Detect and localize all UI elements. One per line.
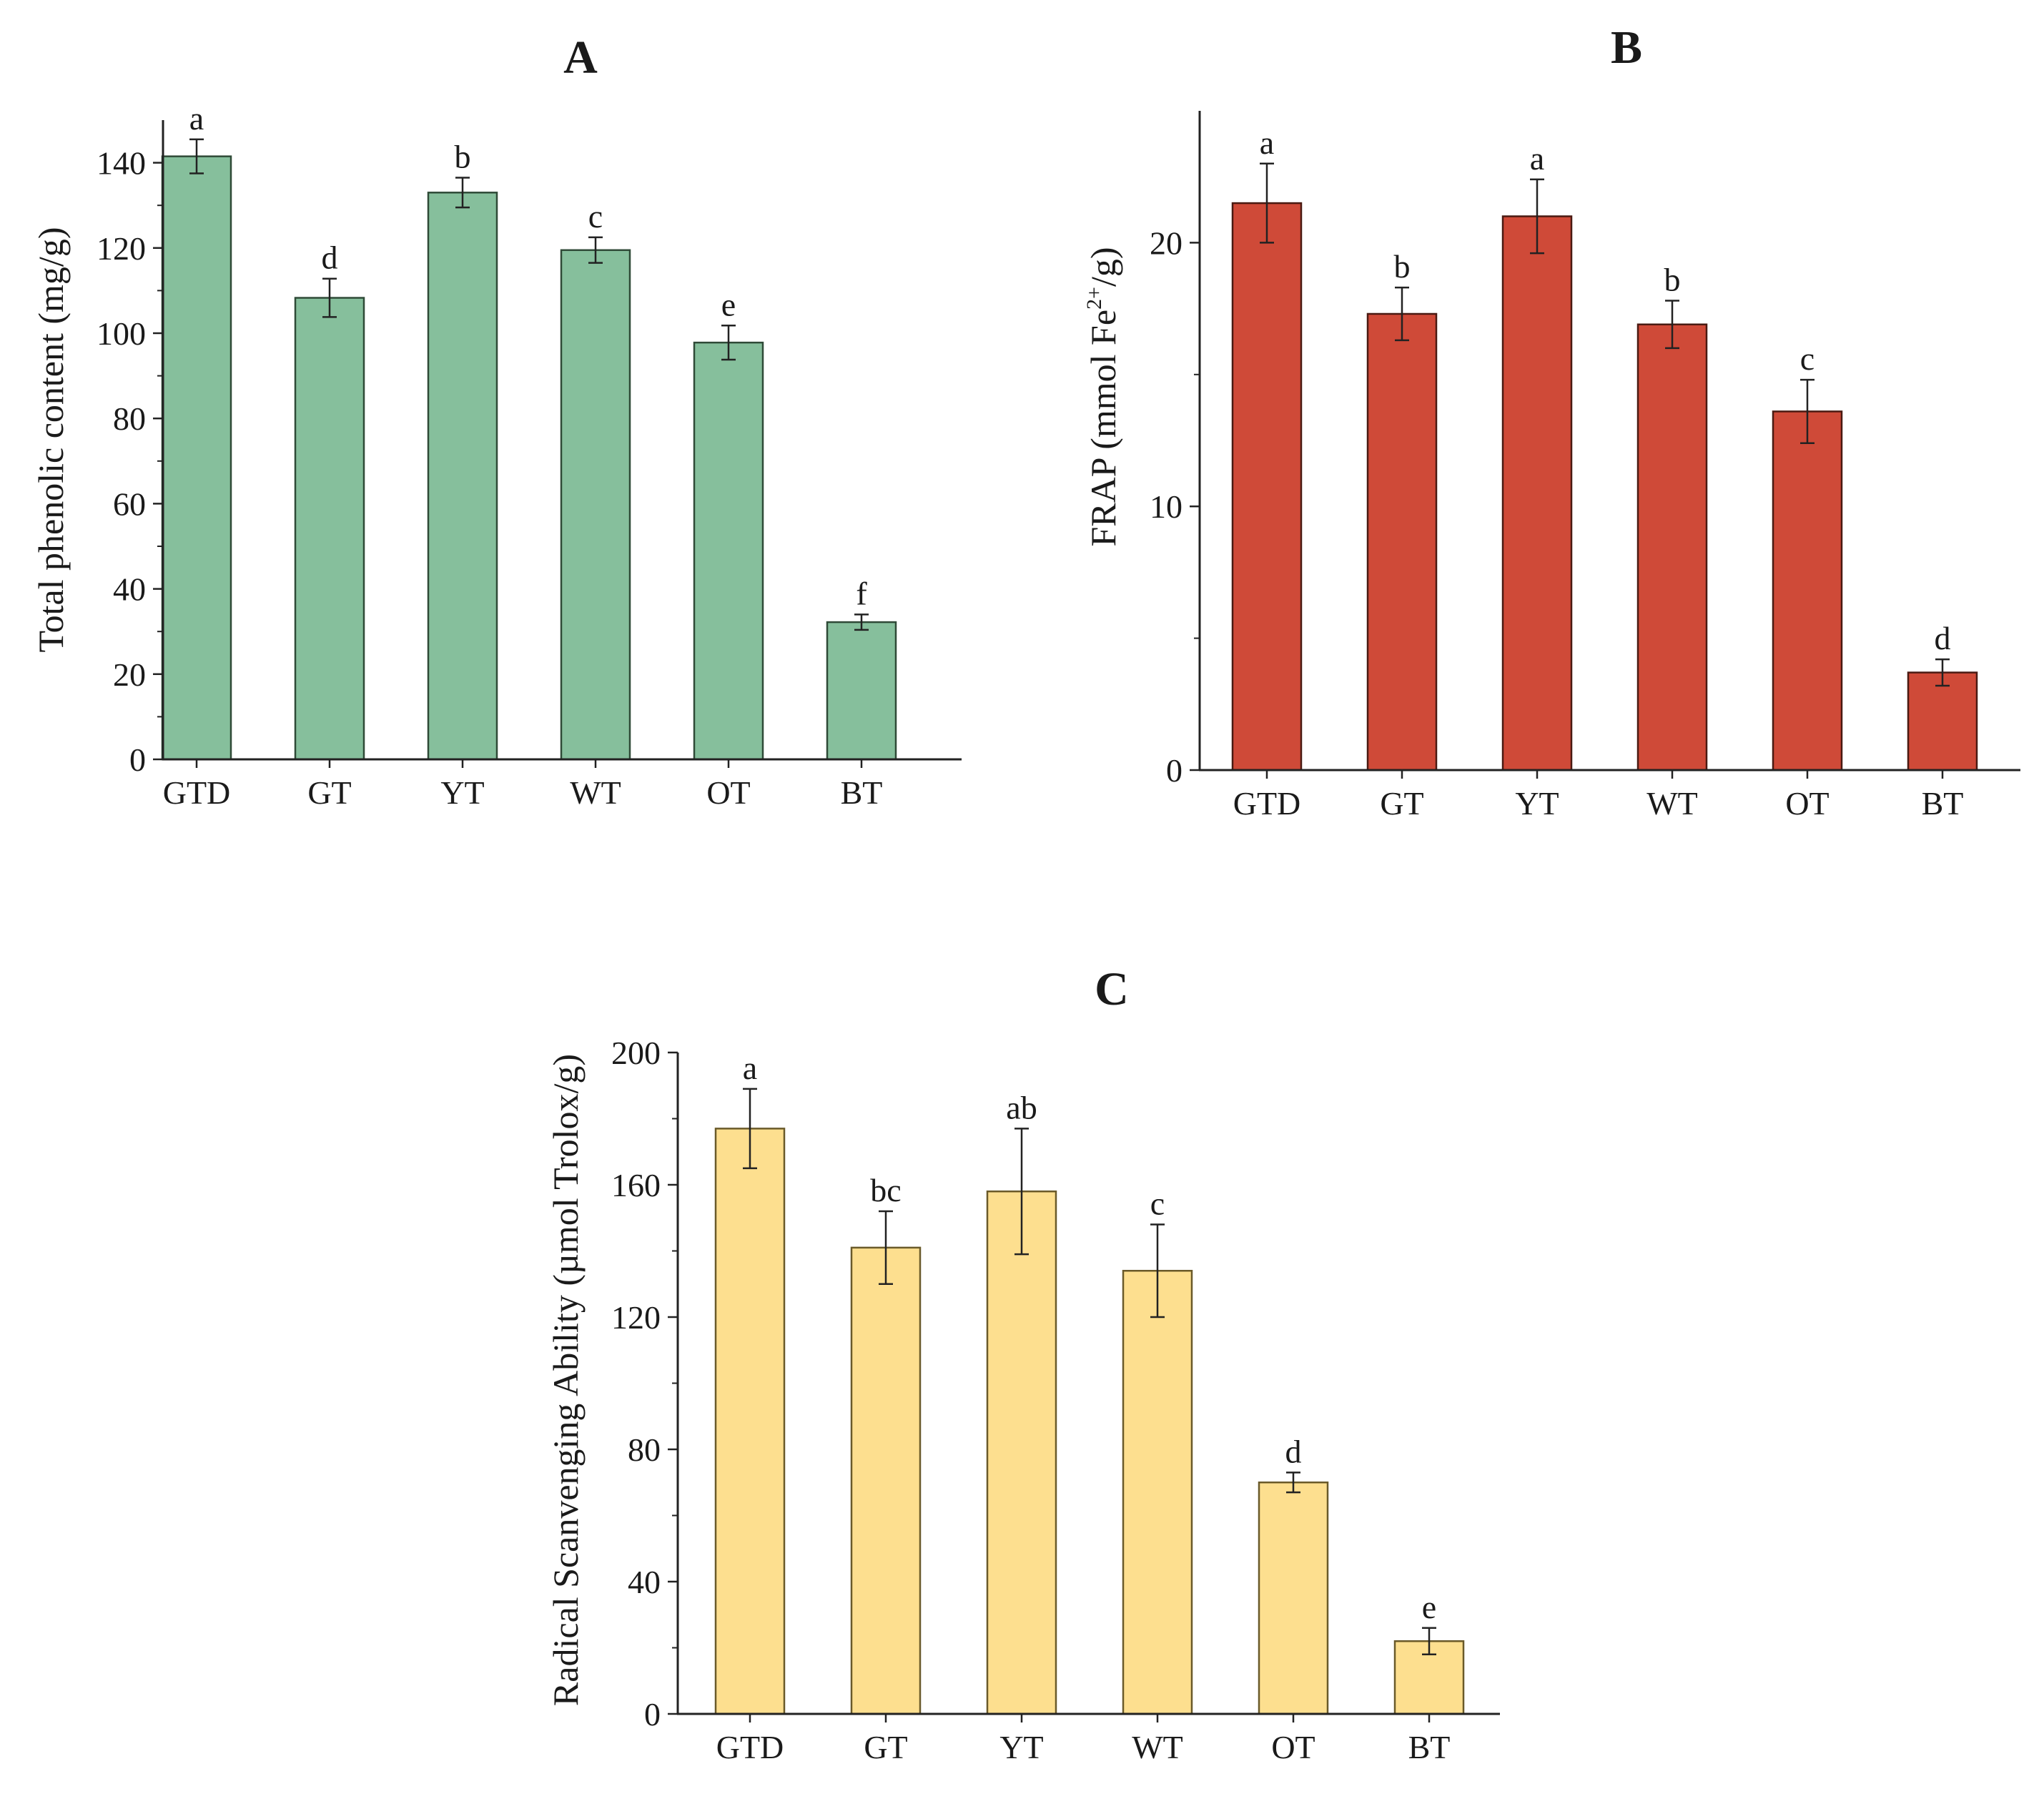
error-bar-bt xyxy=(854,613,869,631)
y-tick-label: 20 xyxy=(113,656,146,693)
bar-gtd xyxy=(714,1128,786,1715)
x-tick-label: GT xyxy=(307,774,351,811)
panel-title-c: C xyxy=(1095,963,1129,1015)
y-axis-title: FRAP (mmol Fe2+/g) xyxy=(1082,247,1123,546)
chart-panel-c: Ca GTD bc GT ab YT c WT d OT e BT 0 40 80 120 160 200 Radi… xyxy=(545,963,1500,1765)
y-axis-title: Total phenolic content (mg/g) xyxy=(31,227,71,653)
significance-label: e xyxy=(1422,1589,1436,1625)
error-bar-gt xyxy=(1395,286,1409,342)
y-tick-label: 60 xyxy=(113,485,146,522)
error-bar-ot xyxy=(721,325,736,361)
error-bar-bt xyxy=(1935,658,1950,687)
bar-gt xyxy=(294,297,365,761)
y-tick-label: 120 xyxy=(611,1299,661,1336)
error-bar-wt xyxy=(1150,1223,1165,1319)
significance-label: ab xyxy=(1006,1089,1037,1125)
bar-gtd xyxy=(1231,202,1303,772)
significance-label: c xyxy=(1800,340,1815,377)
y-tick-label: 80 xyxy=(628,1431,661,1468)
bar-yt xyxy=(427,192,498,761)
error-bar-yt xyxy=(1014,1128,1029,1256)
significance-label: a xyxy=(1530,140,1544,177)
y-tick-label: 160 xyxy=(611,1167,661,1203)
x-tick-label: YT xyxy=(1515,785,1559,822)
error-bar-gt xyxy=(322,277,337,318)
y-tick-label: 0 xyxy=(129,741,146,778)
significance-label: d xyxy=(322,240,338,276)
y-tick-label: 200 xyxy=(611,1035,661,1071)
error-bar-gt xyxy=(879,1210,893,1285)
x-tick-label: WT xyxy=(1132,1729,1183,1765)
significance-label: d xyxy=(1935,620,1951,656)
y-tick-label: 10 xyxy=(1150,488,1183,525)
x-tick-label: GTD xyxy=(163,774,231,811)
y-tick-label: 80 xyxy=(113,400,146,437)
x-tick-label: BT xyxy=(1408,1729,1451,1765)
y-tick-label: 40 xyxy=(628,1564,661,1600)
x-tick-label: GT xyxy=(864,1729,907,1765)
bar-ot xyxy=(1772,410,1843,772)
x-tick-label: OT xyxy=(1785,785,1829,822)
bar-gt xyxy=(1366,312,1438,772)
y-tick-label: 0 xyxy=(1166,752,1183,789)
significance-label: a xyxy=(743,1050,757,1086)
error-bar-bt xyxy=(1422,1627,1436,1655)
significance-label: b xyxy=(1394,248,1411,285)
chart-panel-a: Aa GTD d GT b YT c WT e OT f BT 0 20 40 60 80 100 120 140 To… xyxy=(31,31,962,811)
error-bar-yt xyxy=(1530,178,1544,255)
x-tick-label: GTD xyxy=(1233,785,1301,822)
significance-label: b xyxy=(1664,262,1681,298)
significance-label: e xyxy=(721,286,736,322)
y-tick-label: 120 xyxy=(97,230,146,267)
error-bar-ot xyxy=(1286,1472,1300,1494)
error-bar-wt xyxy=(588,236,603,264)
x-tick-label: OT xyxy=(706,774,750,811)
panel-title-a: A xyxy=(563,31,598,84)
bar-wt xyxy=(1122,1270,1193,1715)
significance-label: c xyxy=(1150,1186,1165,1222)
bar-bt xyxy=(826,621,897,761)
significance-label: c xyxy=(588,198,603,235)
x-tick-label: GT xyxy=(1380,785,1423,822)
error-bar-wt xyxy=(1665,300,1679,350)
error-bar-ot xyxy=(1800,378,1815,444)
y-tick-label: 0 xyxy=(644,1696,661,1732)
x-tick-label: BT xyxy=(1922,785,1964,822)
bar-ot xyxy=(1258,1482,1329,1715)
y-tick-label: 40 xyxy=(113,571,146,608)
error-bar-yt xyxy=(455,177,470,209)
x-tick-label: BT xyxy=(841,774,883,811)
y-axis-title: Radical Scanvenging Ability (µmol Trolox… xyxy=(545,1054,586,1706)
bar-gt xyxy=(850,1246,922,1715)
bar-ot xyxy=(693,341,764,761)
x-tick-label: YT xyxy=(440,774,484,811)
y-tick-label: 100 xyxy=(97,315,146,352)
chart-panel-b: Ba GTD b GT a YT b WT c OT d BT 0 10 20 FRAP (mmol Fe2+… xyxy=(1082,21,2020,822)
bar-wt xyxy=(560,249,631,761)
x-tick-label: OT xyxy=(1271,1729,1315,1765)
bar-gtd xyxy=(161,155,232,761)
x-tick-label: WT xyxy=(570,774,621,811)
significance-label: b xyxy=(455,138,471,174)
y-tick-label: 20 xyxy=(1150,225,1183,261)
bar-bt xyxy=(1907,671,1978,772)
y-tick-label: 140 xyxy=(97,145,146,182)
bar-yt xyxy=(986,1191,1057,1715)
error-bar-gtd xyxy=(1260,162,1274,244)
significance-label: a xyxy=(1260,124,1274,161)
bar-yt xyxy=(1501,215,1573,772)
panel-title-b: B xyxy=(1611,21,1642,74)
bar-wt xyxy=(1636,323,1708,772)
x-tick-label: WT xyxy=(1646,785,1698,822)
x-tick-label: GTD xyxy=(716,1729,784,1765)
error-bar-gtd xyxy=(743,1088,757,1170)
significance-label: a xyxy=(189,100,204,137)
significance-label: bc xyxy=(870,1172,901,1208)
x-tick-label: YT xyxy=(999,1729,1043,1765)
significance-label: f xyxy=(856,575,867,611)
significance-label: d xyxy=(1285,1433,1302,1469)
error-bar-gtd xyxy=(189,138,204,174)
